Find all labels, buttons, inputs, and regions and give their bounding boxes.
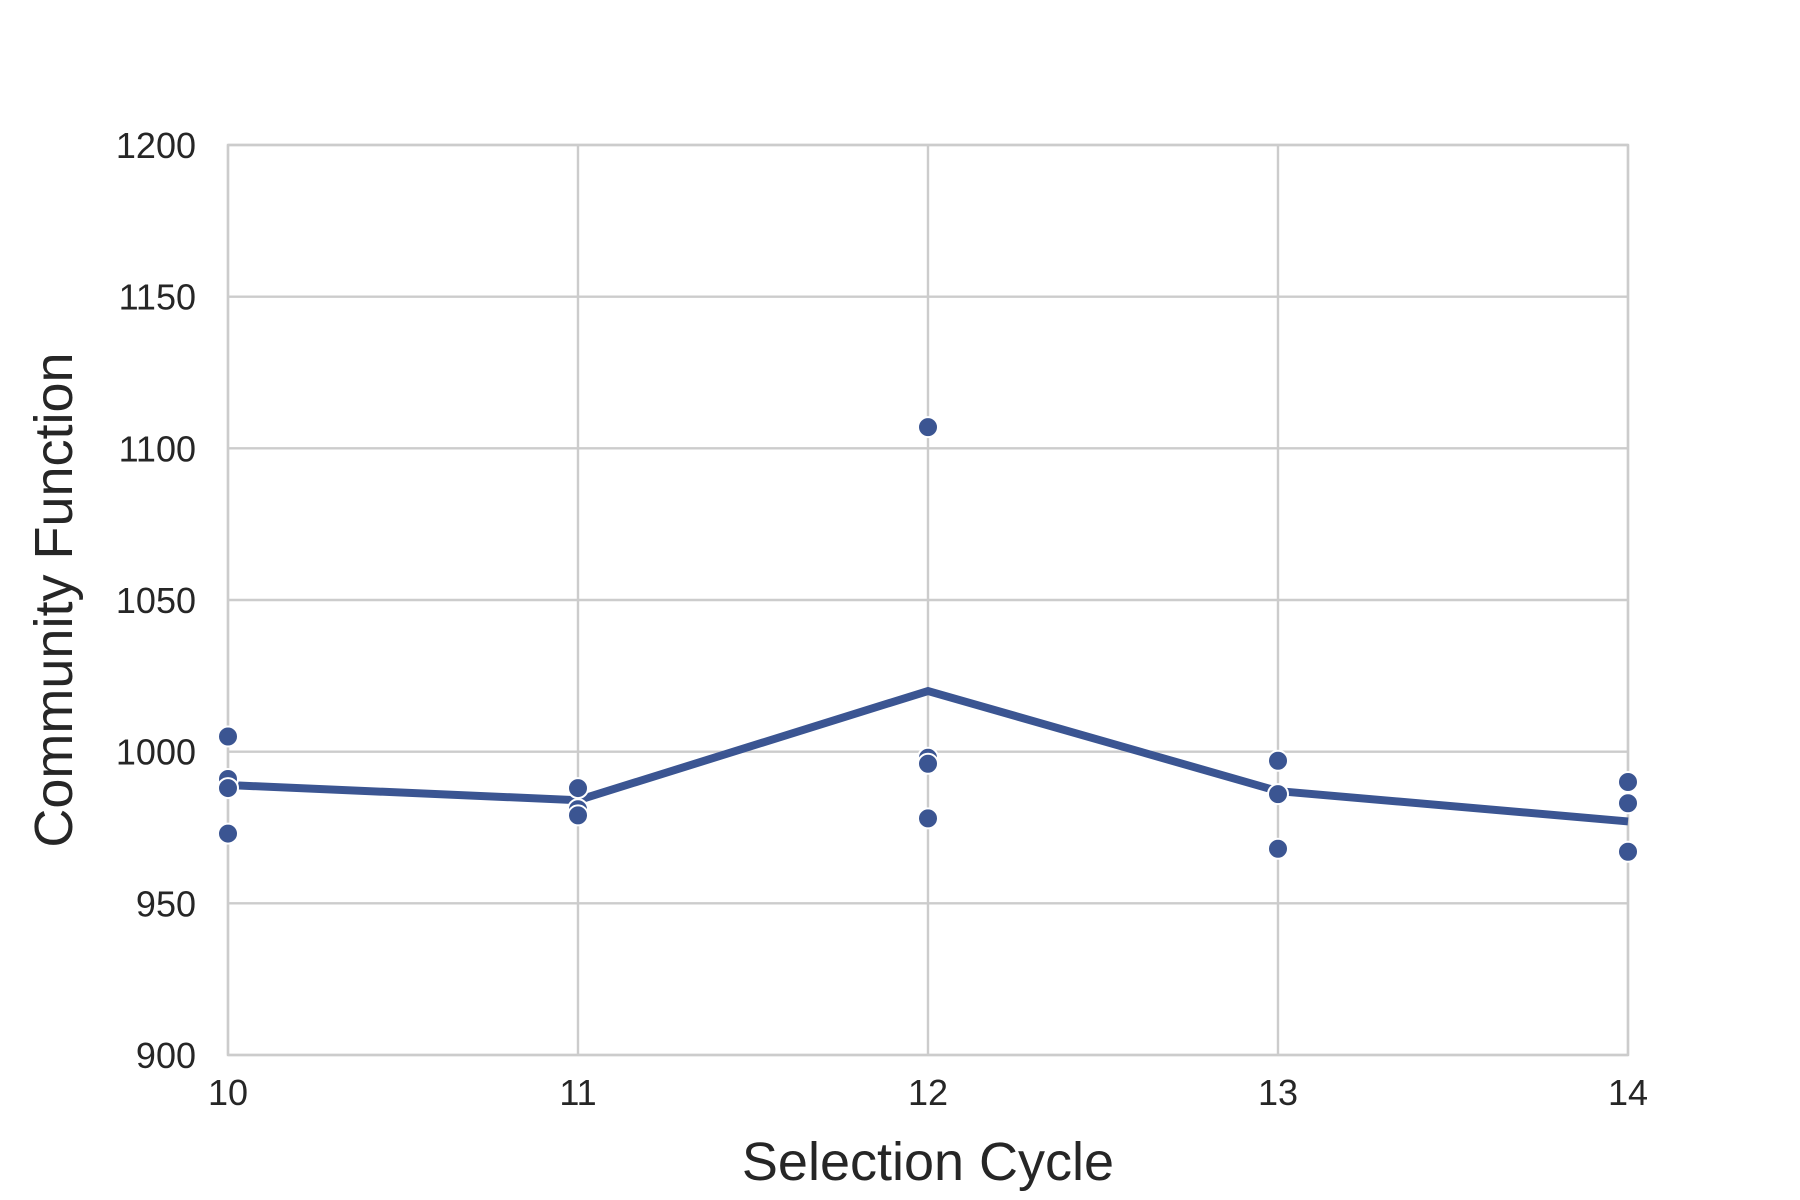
x-tick-label: 13 (1258, 1072, 1298, 1113)
y-tick-label: 950 (136, 883, 196, 924)
data-point (917, 752, 939, 775)
data-point (1617, 840, 1639, 863)
tick-labels: 10 11 12 13 14 900 950 1000 1050 1100 1150 1200 (116, 125, 1648, 1113)
data-point (217, 725, 239, 748)
plot-frame (226, 143, 1630, 1057)
data-point (1267, 783, 1289, 806)
x-tick-label: 14 (1608, 1072, 1648, 1113)
data-point (1267, 837, 1289, 860)
y-tick-label: 1100 (119, 428, 196, 469)
x-tick-label: 12 (908, 1072, 948, 1113)
series-layer (217, 416, 1639, 863)
data-point (567, 777, 589, 800)
y-axis-label: Community Function (24, 352, 84, 847)
data-point (1617, 792, 1639, 815)
y-tick-label: 1050 (116, 580, 196, 621)
data-point (217, 822, 239, 845)
y-tick-label: 900 (136, 1035, 196, 1076)
y-tick-label: 1200 (116, 125, 196, 166)
grid (226, 143, 1630, 1057)
data-point (1267, 749, 1289, 772)
y-tick-label: 1150 (119, 277, 196, 318)
y-tick-label: 1000 (116, 732, 196, 773)
data-point (917, 416, 939, 439)
mean-line (227, 686, 1629, 826)
x-tick-label: 10 (208, 1072, 248, 1113)
x-tick-label: 11 (559, 1072, 596, 1113)
data-point (917, 807, 939, 830)
x-axis-label: Selection Cycle (742, 1132, 1114, 1192)
data-point (567, 804, 589, 827)
data-point (1617, 771, 1639, 793)
data-point (217, 777, 239, 800)
